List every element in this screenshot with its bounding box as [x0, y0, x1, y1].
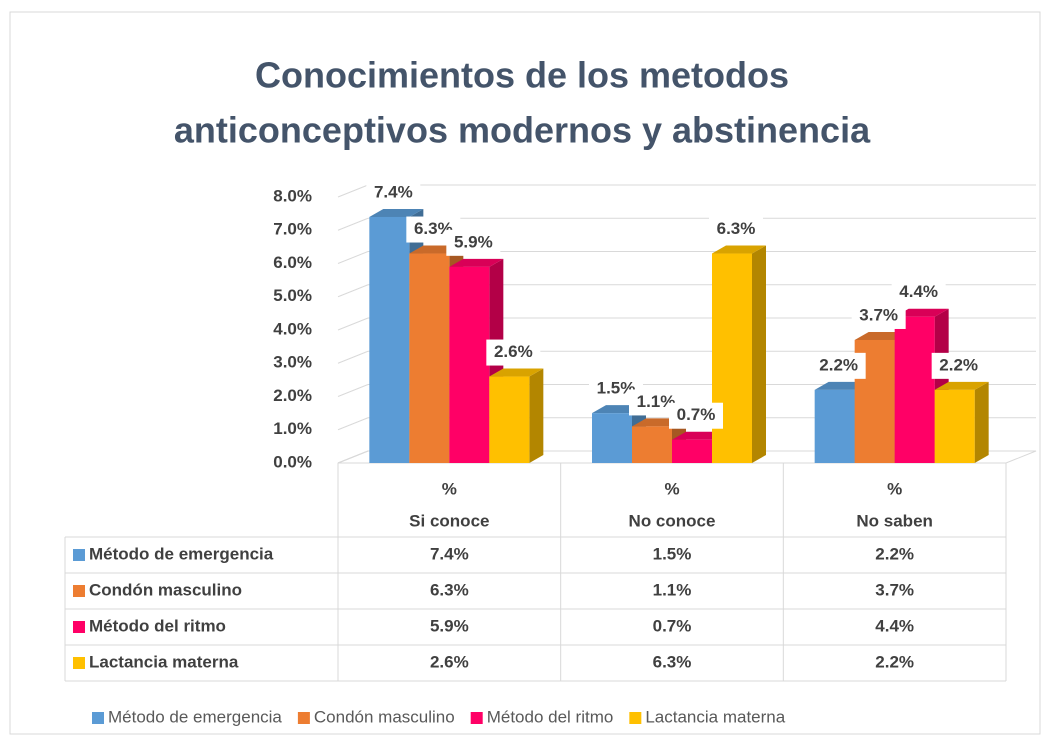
table-legend-key	[73, 549, 85, 561]
table-cell: 2.2%	[875, 544, 914, 563]
table-header: %	[887, 479, 902, 498]
legend-label: Método de emergencia	[108, 707, 282, 726]
y-tick-label: 1.0%	[273, 419, 312, 438]
table-header: No conoce	[629, 511, 716, 530]
data-label-box	[891, 279, 946, 306]
data-label: 2.6%	[494, 342, 533, 361]
data-label: 7.4%	[374, 182, 413, 201]
bar-top	[934, 381, 989, 390]
bar-top	[894, 308, 949, 317]
grid-line	[337, 450, 369, 464]
grid-line	[337, 184, 369, 198]
grid-line	[337, 350, 369, 364]
data-label-box	[709, 216, 763, 243]
table-cell: 0.7%	[653, 616, 692, 635]
data-label: 2.2%	[819, 355, 858, 374]
table-cell: 6.3%	[430, 580, 469, 599]
grid-line	[337, 384, 369, 397]
table-cell: 5.9%	[430, 616, 469, 635]
bar	[934, 389, 975, 463]
table-header: Si conoce	[409, 511, 489, 530]
legend-key	[92, 712, 104, 724]
data-label: 6.3%	[717, 219, 756, 238]
data-label: 1.5%	[597, 379, 636, 398]
bar-side	[974, 381, 989, 463]
data-label-box	[931, 352, 986, 379]
bar	[632, 426, 672, 463]
y-tick-label: 4.0%	[273, 319, 312, 338]
table-row-label: Condón masculino	[89, 580, 242, 599]
chart-title: anticonceptivos modernos y abstinencia	[174, 110, 871, 151]
table-cell: 4.4%	[875, 616, 914, 635]
data-label-box	[669, 402, 723, 429]
legend-label: Método del ritmo	[487, 707, 614, 726]
table-header: %	[664, 479, 679, 498]
grid-line	[337, 217, 369, 231]
chart-title: Conocimientos de los metodos	[255, 55, 789, 96]
bar	[814, 389, 855, 463]
data-label: 0.7%	[677, 405, 716, 424]
y-tick-label: 0.0%	[273, 452, 312, 471]
bar-top	[369, 208, 424, 217]
y-tick-label: 5.0%	[273, 286, 312, 305]
data-label: 3.7%	[859, 305, 898, 324]
bar	[592, 413, 632, 463]
bar	[712, 253, 752, 463]
bar-side	[752, 245, 766, 463]
data-label: 5.9%	[454, 232, 493, 251]
grid-line	[337, 417, 369, 431]
y-tick-label: 7.0%	[273, 220, 312, 239]
bar	[449, 266, 490, 463]
table-legend-key	[73, 621, 85, 633]
legend-key	[470, 712, 483, 724]
grid-line	[337, 251, 369, 264]
y-tick-label: 8.0%	[273, 186, 312, 205]
legend-key	[629, 712, 642, 724]
bar	[672, 439, 712, 463]
table-row-label: Lactancia materna	[89, 652, 239, 671]
table-cell: 6.3%	[653, 652, 692, 671]
data-label: 1.1%	[637, 392, 676, 411]
table-legend-key	[73, 657, 85, 669]
table-cell: 7.4%	[430, 544, 469, 563]
legend-key	[297, 712, 310, 724]
data-label-box	[446, 229, 501, 256]
table-row-label: Método del ritmo	[89, 616, 226, 635]
data-label: 4.4%	[899, 282, 938, 301]
table-cell: 1.1%	[653, 580, 692, 599]
bar-top	[449, 258, 504, 267]
bar-top	[489, 368, 544, 377]
bar	[369, 216, 410, 463]
table-cell: 1.5%	[653, 544, 692, 563]
grid-line	[337, 317, 369, 331]
table-legend-key	[73, 585, 85, 597]
data-label-box	[811, 352, 866, 379]
table-row-label: Método de emergencia	[89, 544, 274, 563]
table-cell: 2.2%	[875, 652, 914, 671]
y-tick-label: 2.0%	[273, 386, 312, 405]
data-label-box	[851, 302, 906, 329]
table-cell: 3.7%	[875, 580, 914, 599]
legend-label: Condón masculino	[314, 707, 455, 726]
data-label-box	[366, 179, 421, 206]
table-cell: 2.6%	[430, 652, 469, 671]
y-tick-label: 3.0%	[273, 353, 312, 372]
data-label: 6.3%	[414, 219, 453, 238]
table-header: %	[442, 479, 457, 498]
bar-side	[529, 368, 544, 463]
bar	[409, 253, 450, 463]
bar	[894, 316, 935, 463]
data-label: 2.2%	[939, 355, 978, 374]
y-tick-label: 6.0%	[273, 253, 312, 272]
bar-top	[712, 245, 766, 254]
grid-line	[337, 284, 369, 298]
table-header: No saben	[856, 511, 933, 530]
bar	[489, 376, 530, 463]
legend-label: Lactancia materna	[645, 707, 785, 726]
data-label-box	[486, 339, 541, 366]
